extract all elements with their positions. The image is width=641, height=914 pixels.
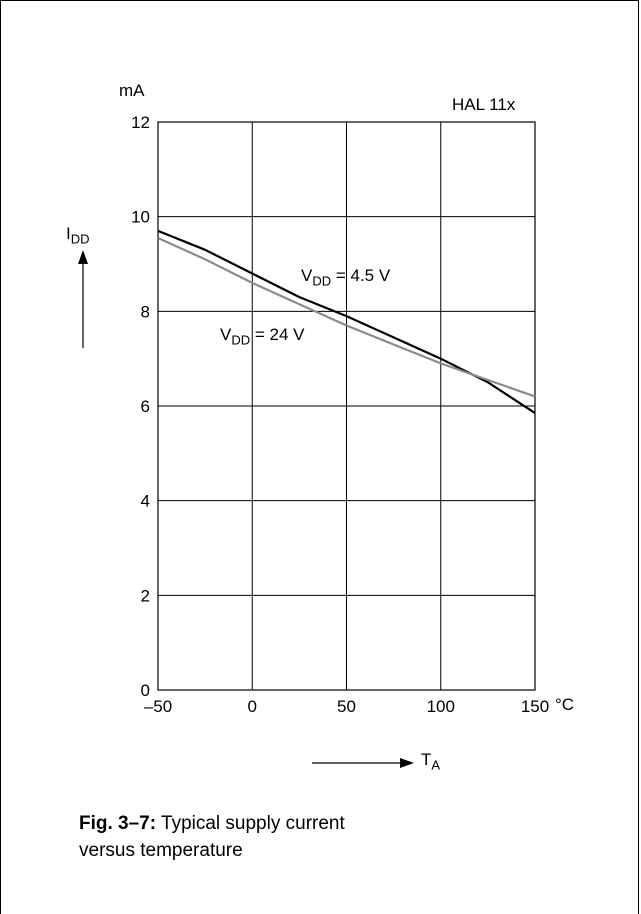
y-axis-label-main: I bbox=[66, 224, 71, 243]
y-tick-label: 8 bbox=[141, 302, 150, 321]
x-tick-label: –50 bbox=[144, 697, 172, 716]
x-tick-label: 100 bbox=[427, 697, 455, 716]
y-tick-label: 0 bbox=[141, 681, 150, 700]
series-label-24v-main: V bbox=[220, 325, 232, 344]
axis-arrows bbox=[78, 250, 414, 768]
y-axis-arrowhead bbox=[78, 250, 88, 264]
y-tick-label: 4 bbox=[141, 492, 150, 511]
series-label-4-5v: VDD = 4.5 V bbox=[301, 267, 390, 287]
x-tick-label: 0 bbox=[248, 697, 257, 716]
series-label-4-5v-rest: = 4.5 V bbox=[331, 266, 391, 285]
x-axis-arrowhead bbox=[400, 758, 414, 768]
x-axis-label: TA bbox=[421, 751, 440, 771]
x-axis-label-main: T bbox=[421, 750, 432, 769]
y-tick-label: 2 bbox=[141, 586, 150, 605]
y-tick-label: 6 bbox=[141, 397, 150, 416]
y-tick-label: 10 bbox=[131, 208, 150, 227]
x-axis-label-sub: A bbox=[431, 757, 441, 773]
y-axis-label-sub: DD bbox=[70, 231, 90, 247]
series-label-4-5v-sub: DD bbox=[312, 273, 332, 289]
x-tick-label: 50 bbox=[337, 697, 356, 716]
caption-fig-label: Fig. 3–7: bbox=[79, 813, 157, 834]
series-label-24v: VDD = 24 V bbox=[220, 326, 304, 346]
y-unit-label: mA bbox=[119, 81, 145, 100]
caption-line2: versus temperature bbox=[79, 840, 243, 861]
grid bbox=[157, 121, 536, 691]
x-tick-label: 150 bbox=[521, 697, 549, 716]
series-group bbox=[157, 229, 536, 415]
y-tick-label: 12 bbox=[131, 113, 150, 132]
chart-title: HAL 11x bbox=[452, 95, 516, 114]
x-unit-label: °C bbox=[555, 695, 575, 714]
series-line-1 bbox=[157, 236, 536, 398]
series-label-24v-sub: DD bbox=[231, 332, 251, 348]
figure-caption: Fig. 3–7: Typical supply current versus … bbox=[79, 810, 345, 864]
y-axis-label: IDD bbox=[66, 225, 90, 245]
series-label-4-5v-main: V bbox=[301, 266, 313, 285]
caption-line1: Typical supply current bbox=[156, 813, 345, 834]
series-label-24v-rest: = 24 V bbox=[250, 325, 305, 344]
